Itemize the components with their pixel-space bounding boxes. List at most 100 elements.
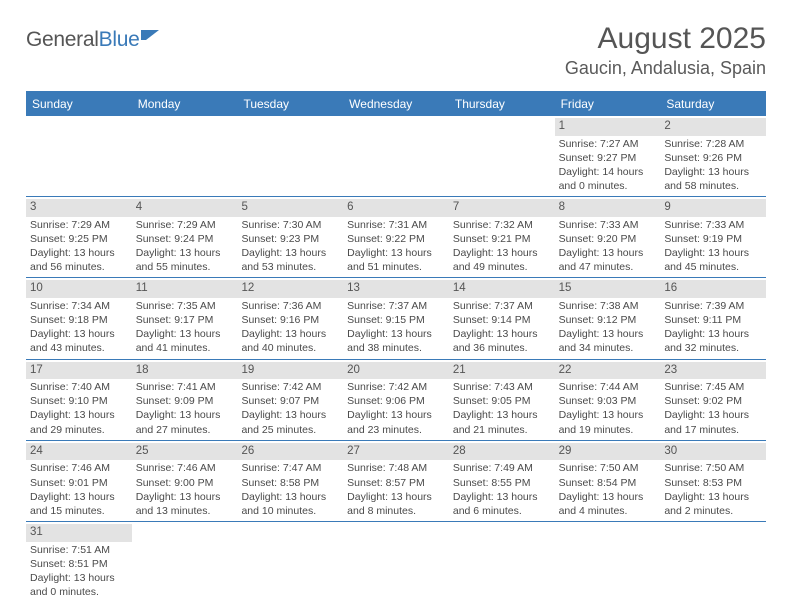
day-number: [132, 118, 238, 136]
day-number: [449, 524, 555, 542]
day-number: 21: [449, 362, 555, 380]
day-d1: Daylight: 13 hours: [30, 571, 128, 585]
day-sunrise: Sunrise: 7:42 AM: [347, 380, 445, 394]
day-number: 17: [26, 362, 132, 380]
day-number: 5: [237, 199, 343, 217]
day-sunset: Sunset: 9:03 PM: [559, 394, 657, 408]
week-row: 1Sunrise: 7:27 AMSunset: 9:27 PMDaylight…: [26, 116, 766, 197]
day-d2: and 23 minutes.: [347, 423, 445, 437]
day-number: [237, 118, 343, 136]
flag-icon: [141, 28, 163, 49]
day-cell: 9Sunrise: 7:33 AMSunset: 9:19 PMDaylight…: [660, 197, 766, 277]
day-number: 30: [660, 443, 766, 461]
day-d2: and 6 minutes.: [453, 504, 551, 518]
day-sunrise: Sunrise: 7:37 AM: [347, 299, 445, 313]
day-cell: 6Sunrise: 7:31 AMSunset: 9:22 PMDaylight…: [343, 197, 449, 277]
day-d2: and 32 minutes.: [664, 341, 762, 355]
day-d1: Daylight: 13 hours: [241, 327, 339, 341]
day-sunrise: Sunrise: 7:47 AM: [241, 461, 339, 475]
weekday-header: Saturday: [660, 93, 766, 116]
day-d2: and 21 minutes.: [453, 423, 551, 437]
logo-text-1: General: [26, 28, 99, 52]
day-sunset: Sunset: 8:53 PM: [664, 476, 762, 490]
day-cell: [660, 522, 766, 602]
day-cell: 25Sunrise: 7:46 AMSunset: 9:00 PMDayligh…: [132, 441, 238, 521]
day-d2: and 10 minutes.: [241, 504, 339, 518]
day-d2: and 25 minutes.: [241, 423, 339, 437]
day-d1: Daylight: 14 hours: [559, 165, 657, 179]
day-d2: and 51 minutes.: [347, 260, 445, 274]
day-sunrise: Sunrise: 7:35 AM: [136, 299, 234, 313]
day-d2: and 58 minutes.: [664, 179, 762, 193]
title-block: August 2025 Gaucin, Andalusia, Spain: [565, 22, 766, 79]
day-d1: Daylight: 13 hours: [30, 327, 128, 341]
day-cell: 27Sunrise: 7:48 AMSunset: 8:57 PMDayligh…: [343, 441, 449, 521]
day-d1: Daylight: 13 hours: [453, 490, 551, 504]
day-sunset: Sunset: 9:26 PM: [664, 151, 762, 165]
day-cell: [132, 522, 238, 602]
day-sunrise: Sunrise: 7:36 AM: [241, 299, 339, 313]
day-sunset: Sunset: 9:21 PM: [453, 232, 551, 246]
day-d1: Daylight: 13 hours: [559, 408, 657, 422]
day-sunrise: Sunrise: 7:37 AM: [453, 299, 551, 313]
day-sunrise: Sunrise: 7:34 AM: [30, 299, 128, 313]
day-d1: Daylight: 13 hours: [347, 408, 445, 422]
day-number: 29: [555, 443, 661, 461]
day-number: 20: [343, 362, 449, 380]
day-d1: Daylight: 13 hours: [241, 490, 339, 504]
day-number: [449, 118, 555, 136]
page-title: August 2025: [565, 22, 766, 56]
day-d2: and 38 minutes.: [347, 341, 445, 355]
day-sunrise: Sunrise: 7:30 AM: [241, 218, 339, 232]
day-sunset: Sunset: 9:02 PM: [664, 394, 762, 408]
weekday-header: Sunday: [26, 93, 132, 116]
day-sunset: Sunset: 9:05 PM: [453, 394, 551, 408]
day-d1: Daylight: 13 hours: [559, 490, 657, 504]
day-cell: [449, 116, 555, 196]
day-cell: 20Sunrise: 7:42 AMSunset: 9:06 PMDayligh…: [343, 360, 449, 440]
day-sunset: Sunset: 8:55 PM: [453, 476, 551, 490]
day-cell: 1Sunrise: 7:27 AMSunset: 9:27 PMDaylight…: [555, 116, 661, 196]
day-sunset: Sunset: 9:06 PM: [347, 394, 445, 408]
day-d2: and 53 minutes.: [241, 260, 339, 274]
day-d2: and 15 minutes.: [30, 504, 128, 518]
day-sunrise: Sunrise: 7:46 AM: [30, 461, 128, 475]
day-cell: 10Sunrise: 7:34 AMSunset: 9:18 PMDayligh…: [26, 278, 132, 358]
day-cell: 23Sunrise: 7:45 AMSunset: 9:02 PMDayligh…: [660, 360, 766, 440]
day-d2: and 45 minutes.: [664, 260, 762, 274]
day-cell: 8Sunrise: 7:33 AMSunset: 9:20 PMDaylight…: [555, 197, 661, 277]
day-d2: and 40 minutes.: [241, 341, 339, 355]
day-d2: and 29 minutes.: [30, 423, 128, 437]
day-d1: Daylight: 13 hours: [453, 246, 551, 260]
day-sunset: Sunset: 8:54 PM: [559, 476, 657, 490]
day-sunset: Sunset: 9:14 PM: [453, 313, 551, 327]
day-number: 8: [555, 199, 661, 217]
day-d1: Daylight: 13 hours: [664, 327, 762, 341]
day-number: 13: [343, 280, 449, 298]
day-number: 31: [26, 524, 132, 542]
week-row: 31Sunrise: 7:51 AMSunset: 8:51 PMDayligh…: [26, 522, 766, 602]
weekday-header: Thursday: [449, 93, 555, 116]
day-cell: 16Sunrise: 7:39 AMSunset: 9:11 PMDayligh…: [660, 278, 766, 358]
day-number: 19: [237, 362, 343, 380]
day-sunrise: Sunrise: 7:38 AM: [559, 299, 657, 313]
day-d1: Daylight: 13 hours: [347, 246, 445, 260]
day-cell: 24Sunrise: 7:46 AMSunset: 9:01 PMDayligh…: [26, 441, 132, 521]
week-row: 17Sunrise: 7:40 AMSunset: 9:10 PMDayligh…: [26, 360, 766, 441]
day-sunset: Sunset: 9:09 PM: [136, 394, 234, 408]
day-cell: [449, 522, 555, 602]
day-number: 22: [555, 362, 661, 380]
day-sunrise: Sunrise: 7:50 AM: [559, 461, 657, 475]
day-d1: Daylight: 13 hours: [241, 246, 339, 260]
day-d2: and 49 minutes.: [453, 260, 551, 274]
day-sunrise: Sunrise: 7:50 AM: [664, 461, 762, 475]
day-cell: 31Sunrise: 7:51 AMSunset: 8:51 PMDayligh…: [26, 522, 132, 602]
day-sunset: Sunset: 9:16 PM: [241, 313, 339, 327]
day-sunset: Sunset: 9:20 PM: [559, 232, 657, 246]
day-cell: 3Sunrise: 7:29 AMSunset: 9:25 PMDaylight…: [26, 197, 132, 277]
day-d2: and 47 minutes.: [559, 260, 657, 274]
day-cell: 2Sunrise: 7:28 AMSunset: 9:26 PMDaylight…: [660, 116, 766, 196]
day-d2: and 0 minutes.: [559, 179, 657, 193]
day-cell: [237, 116, 343, 196]
day-cell: 26Sunrise: 7:47 AMSunset: 8:58 PMDayligh…: [237, 441, 343, 521]
